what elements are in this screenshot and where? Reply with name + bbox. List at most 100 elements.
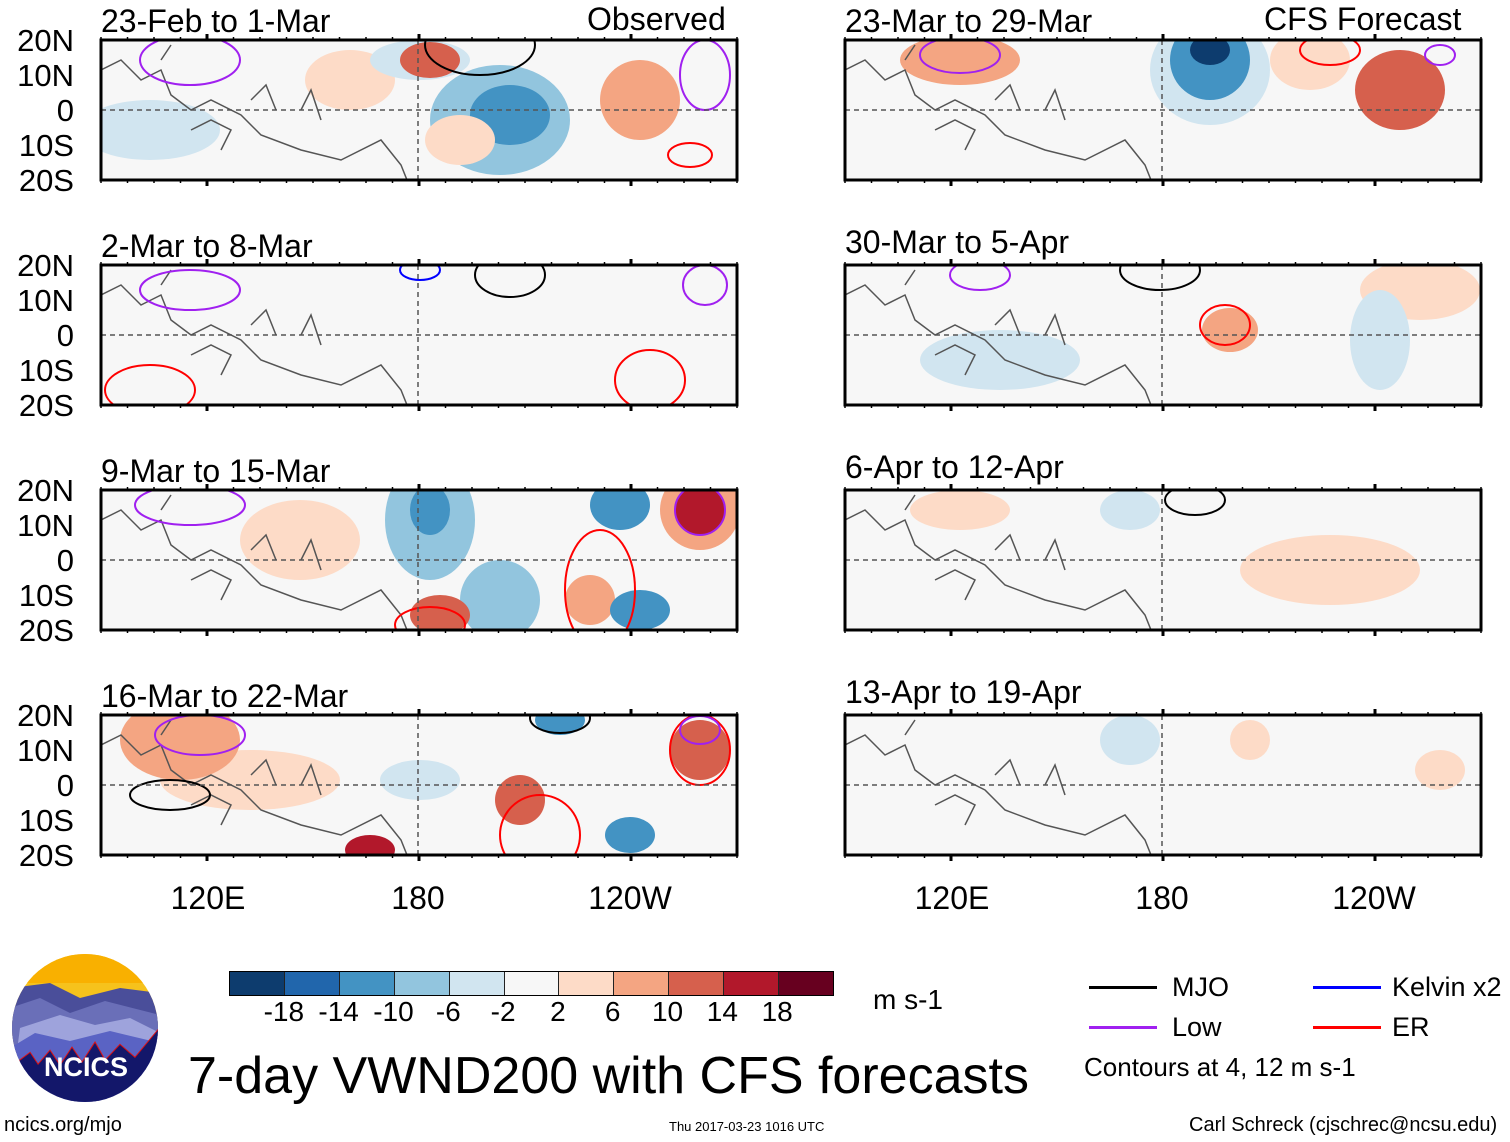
lat-label: 10S — [18, 353, 74, 388]
legend-line-low — [1089, 1026, 1157, 1029]
lat-label: 20N — [17, 23, 74, 58]
lat-label: 10N — [17, 283, 74, 318]
wave-contour — [139, 40, 241, 86]
lon-label: 120W — [588, 880, 672, 916]
lat-label: 10N — [17, 508, 74, 543]
lon-label: 120W — [1332, 880, 1416, 916]
colorbar-swatch — [284, 972, 340, 995]
colorbar-swatch — [614, 972, 670, 995]
colorbar-units: m s-1 — [873, 984, 943, 1015]
map-panel — [843, 484, 1483, 636]
panel-title: 2-Mar to 8-Mar — [101, 228, 313, 264]
contours-note: Contours at 4, 12 m s-1 — [1084, 1052, 1356, 1082]
wave-contour — [919, 40, 1001, 74]
colorbar-tick-label: -6 — [435, 996, 461, 1027]
wind-anomaly-shading — [1230, 720, 1270, 760]
footer-timestamp: Thu 2017-03-23 1016 UTC — [669, 1119, 825, 1134]
legend-line-mjo — [1089, 986, 1157, 989]
wind-anomaly-shading — [410, 595, 470, 630]
colorbar-swatch — [339, 972, 395, 995]
wave-contour — [134, 490, 246, 526]
coastline — [845, 494, 1152, 630]
wind-anomaly-shading — [240, 500, 360, 580]
map-panel — [99, 484, 739, 636]
wind-anomaly-shading — [1202, 308, 1258, 352]
colorbar-swatch — [779, 972, 833, 995]
wind-anomaly-shading — [101, 100, 220, 160]
wave-contour — [669, 715, 731, 786]
colorbar — [229, 971, 834, 996]
colorbar-tick-label: 14 — [706, 996, 738, 1027]
colorbar-swatch — [559, 972, 615, 995]
lat-label: 20S — [18, 613, 74, 648]
coastline — [845, 44, 1152, 180]
panel-title: 16-Mar to 22-Mar — [101, 678, 349, 714]
wind-anomaly-shading — [920, 330, 1080, 390]
wave-contour — [1424, 44, 1456, 66]
panel-title: 6-Apr to 12-Apr — [845, 449, 1064, 485]
colorbar-tick-label: -10 — [373, 996, 414, 1027]
wind-anomaly-shading — [565, 575, 615, 625]
map-panel — [843, 34, 1483, 186]
wind-anomaly-shading — [410, 490, 450, 535]
colorbar-swatch — [230, 972, 285, 995]
lat-label: 20N — [17, 698, 74, 733]
wind-anomaly-shading — [675, 490, 725, 535]
wave-contour — [1164, 490, 1226, 516]
wave-contour — [424, 40, 536, 76]
coastline — [101, 494, 408, 630]
footer-url[interactable]: ncics.org/mjo — [4, 1114, 122, 1136]
panel-title: 9-Mar to 15-Mar — [101, 453, 331, 489]
colorbar-tick-label: -18 — [263, 996, 305, 1027]
wind-anomaly-shading — [400, 42, 460, 78]
wind-anomaly-shading — [900, 40, 1020, 85]
wave-contour — [1199, 304, 1251, 346]
lon-label: 120E — [170, 880, 246, 916]
coastline — [845, 719, 1152, 855]
wind-anomaly-shading — [1100, 715, 1160, 765]
logo-text: NCICS — [44, 1052, 128, 1082]
wind-anomaly-shading — [605, 817, 655, 853]
wind-anomaly-shading — [1355, 50, 1445, 130]
observed-label: Observed — [587, 1, 726, 37]
wind-anomaly-shading — [1270, 40, 1350, 90]
lat-label: 20N — [17, 248, 74, 283]
cfs-forecast-label: CFS Forecast — [1264, 1, 1462, 37]
main-title: 7-day VWND200 with CFS forecasts — [188, 1047, 1029, 1105]
colorbar-tick-label: -14 — [318, 996, 359, 1027]
legend-label-kelvin: Kelvin x2 — [1392, 972, 1502, 1002]
wind-anomaly-shading — [590, 490, 650, 530]
lon-label: 180 — [1135, 880, 1189, 916]
lat-label: 0 — [56, 93, 74, 128]
wave-contour — [1299, 40, 1361, 66]
wind-anomaly-shading — [380, 760, 460, 800]
wave-contour — [1119, 265, 1201, 291]
lat-label: 20S — [18, 838, 74, 873]
wind-anomaly-shading — [1240, 535, 1420, 605]
lat-label: 10S — [18, 803, 74, 838]
wind-anomaly-shading — [1350, 290, 1410, 390]
colorbar-swatch — [669, 972, 725, 995]
coastline — [101, 44, 408, 180]
wave-contour — [399, 265, 441, 281]
wave-contour — [154, 715, 246, 756]
legend-line-kelvin — [1313, 986, 1381, 989]
wind-anomaly-shading — [120, 715, 240, 780]
map-panel — [99, 34, 739, 186]
wave-contour — [614, 349, 686, 405]
map-panel — [99, 709, 739, 861]
panel-title: 13-Apr to 19-Apr — [845, 674, 1082, 710]
colorbar-tick-label: 18 — [761, 996, 793, 1027]
lat-label: 0 — [56, 318, 74, 353]
map-panel — [843, 709, 1483, 861]
coastline — [101, 719, 408, 855]
wave-contour — [674, 490, 726, 536]
lat-label: 0 — [56, 543, 74, 578]
wave-contour — [394, 606, 466, 630]
lat-label: 10S — [18, 128, 74, 163]
map-panel — [99, 259, 739, 411]
wind-anomaly-shading — [345, 835, 395, 855]
colorbar-tick-label: 10 — [651, 996, 684, 1027]
wave-contour — [529, 715, 591, 734]
wind-anomaly-shading — [670, 720, 730, 780]
